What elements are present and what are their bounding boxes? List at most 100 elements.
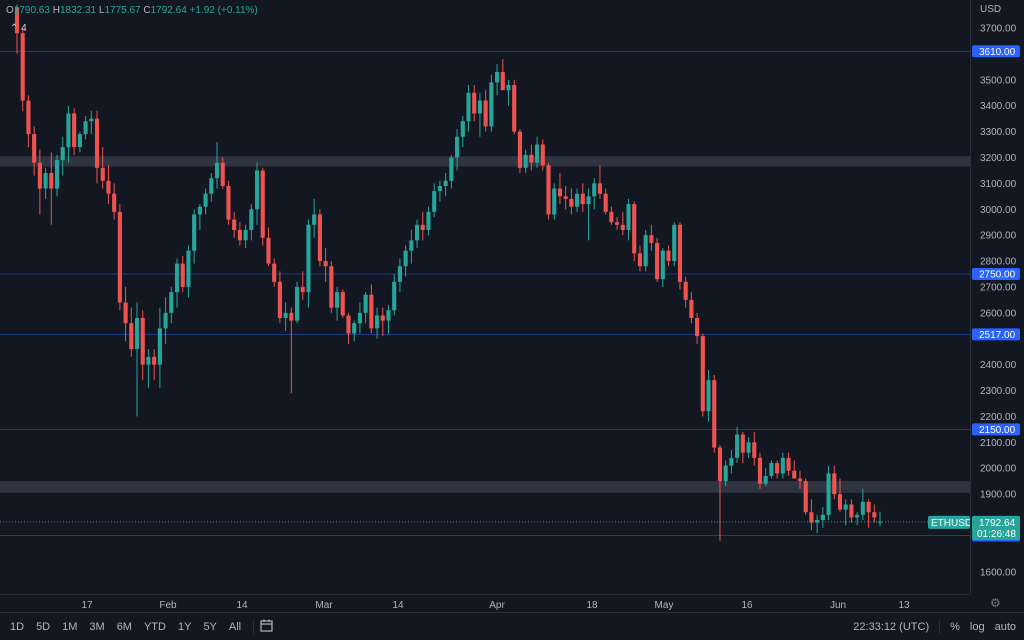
candle — [163, 297, 168, 344]
percent-toggle[interactable]: % — [950, 620, 960, 633]
range-button-6m[interactable]: 6M — [116, 620, 132, 633]
candle — [609, 206, 614, 225]
candle — [855, 512, 860, 526]
candle-body — [540, 144, 545, 166]
candle-body — [226, 185, 231, 220]
time-tick-label: 14 — [236, 600, 248, 611]
range-button-1y[interactable]: 1Y — [177, 620, 192, 633]
candle — [386, 305, 391, 334]
candle — [283, 302, 288, 331]
high-label: H — [52, 5, 60, 16]
candle-body — [323, 261, 328, 267]
level-price-badge[interactable]: 3610.00 — [972, 45, 1020, 58]
candle-body — [449, 157, 454, 181]
level-price-badge[interactable]: 2517.00 — [972, 328, 1020, 341]
auto-toggle[interactable]: auto — [994, 620, 1016, 633]
candle — [563, 185, 568, 210]
candle — [432, 183, 437, 218]
range-button-all[interactable]: All — [228, 620, 242, 633]
candle-body — [392, 281, 397, 311]
candle-body — [849, 504, 854, 518]
symbol-price-tag: ETHUSD — [928, 515, 970, 529]
candle-body — [746, 442, 751, 453]
price-tick-label: 3400.00 — [980, 101, 1017, 112]
level-price-badge[interactable]: 2750.00 — [972, 268, 1020, 281]
candle-body — [712, 380, 717, 448]
candle-body — [94, 118, 100, 168]
candle-body — [117, 211, 122, 303]
candle-body — [312, 214, 317, 225]
time-tick-label: Jun — [830, 600, 846, 611]
candle-body — [706, 380, 711, 412]
gear-icon[interactable]: ⚙ — [990, 596, 1001, 610]
candle-body — [780, 457, 785, 474]
time-tick-label: 18 — [586, 600, 598, 611]
candle-body — [860, 501, 865, 515]
chart-pane[interactable]: ETHUSD O1790.63 H1832.31 L1775.67 C1792.… — [0, 0, 970, 594]
clock[interactable]: 22:33:12 (UTC) — [853, 620, 930, 633]
candle — [523, 149, 528, 174]
level-price-badge[interactable]: 2150.00 — [972, 423, 1020, 436]
candle-body — [843, 504, 848, 510]
candle-body — [180, 263, 185, 287]
candle-body — [603, 193, 608, 212]
sr-zone — [0, 156, 970, 167]
candle — [226, 180, 231, 225]
candle — [872, 504, 877, 523]
candle — [312, 198, 317, 238]
candle — [106, 165, 111, 205]
candle-body — [397, 266, 402, 282]
candle-body — [535, 144, 540, 163]
price-tick-label: 2300.00 — [980, 386, 1017, 397]
candle — [866, 499, 871, 528]
range-button-3m[interactable]: 3M — [89, 620, 105, 633]
candle-body — [643, 235, 648, 267]
candle-body — [786, 457, 791, 471]
candle-body — [575, 193, 580, 207]
low-label: L — [98, 5, 105, 16]
legend-toggle[interactable]: ⌃ 4 — [10, 23, 27, 34]
log-toggle[interactable]: log — [969, 620, 985, 633]
candle-body — [763, 475, 768, 484]
candle-body — [677, 224, 683, 282]
candle-body — [152, 356, 157, 365]
price-tick-label: 2800.00 — [980, 257, 1017, 268]
candle — [586, 188, 591, 241]
candle — [346, 312, 351, 344]
candle — [626, 198, 631, 241]
close-label: C — [143, 5, 151, 16]
candle — [660, 248, 665, 287]
range-button-ytd[interactable]: YTD — [143, 620, 166, 633]
candle — [123, 286, 128, 342]
candle — [340, 289, 345, 319]
time-axis[interactable]: 17 Feb 14 Mar 14 Apr 18 May 16 Jun 13 — [0, 594, 970, 612]
candle — [569, 188, 574, 215]
candle-body — [489, 82, 494, 127]
candle-body — [20, 33, 25, 101]
candle-body — [209, 178, 214, 194]
candle — [14, 4, 20, 54]
candle-body — [37, 162, 42, 189]
candle — [815, 514, 820, 533]
candle-body — [620, 224, 625, 230]
candle — [443, 173, 448, 197]
badge-label: 2150.00 — [979, 425, 1016, 436]
candle-body — [472, 92, 477, 114]
candle-body — [752, 442, 757, 458]
candle — [174, 258, 180, 308]
candle — [277, 271, 282, 324]
candlestick-chart[interactable]: ETHUSD — [0, 0, 970, 594]
price-axis[interactable]: USD 3700.00 3500.00 3400.00 3300.00 3200.00 3… — [970, 0, 1024, 594]
candle-body — [357, 312, 362, 324]
candle-body — [592, 183, 597, 197]
candle-body — [232, 219, 237, 230]
calendar-range-icon[interactable] — [260, 619, 273, 635]
candle — [100, 147, 105, 189]
currency-label: USD — [980, 4, 1001, 15]
range-button-5d[interactable]: 5D — [36, 620, 51, 633]
range-button-1d[interactable]: 1D — [10, 620, 25, 633]
candle-body — [249, 209, 254, 230]
range-button-5y[interactable]: 5Y — [203, 620, 217, 633]
range-button-1m[interactable]: 1M — [62, 620, 78, 633]
candle — [603, 188, 608, 215]
